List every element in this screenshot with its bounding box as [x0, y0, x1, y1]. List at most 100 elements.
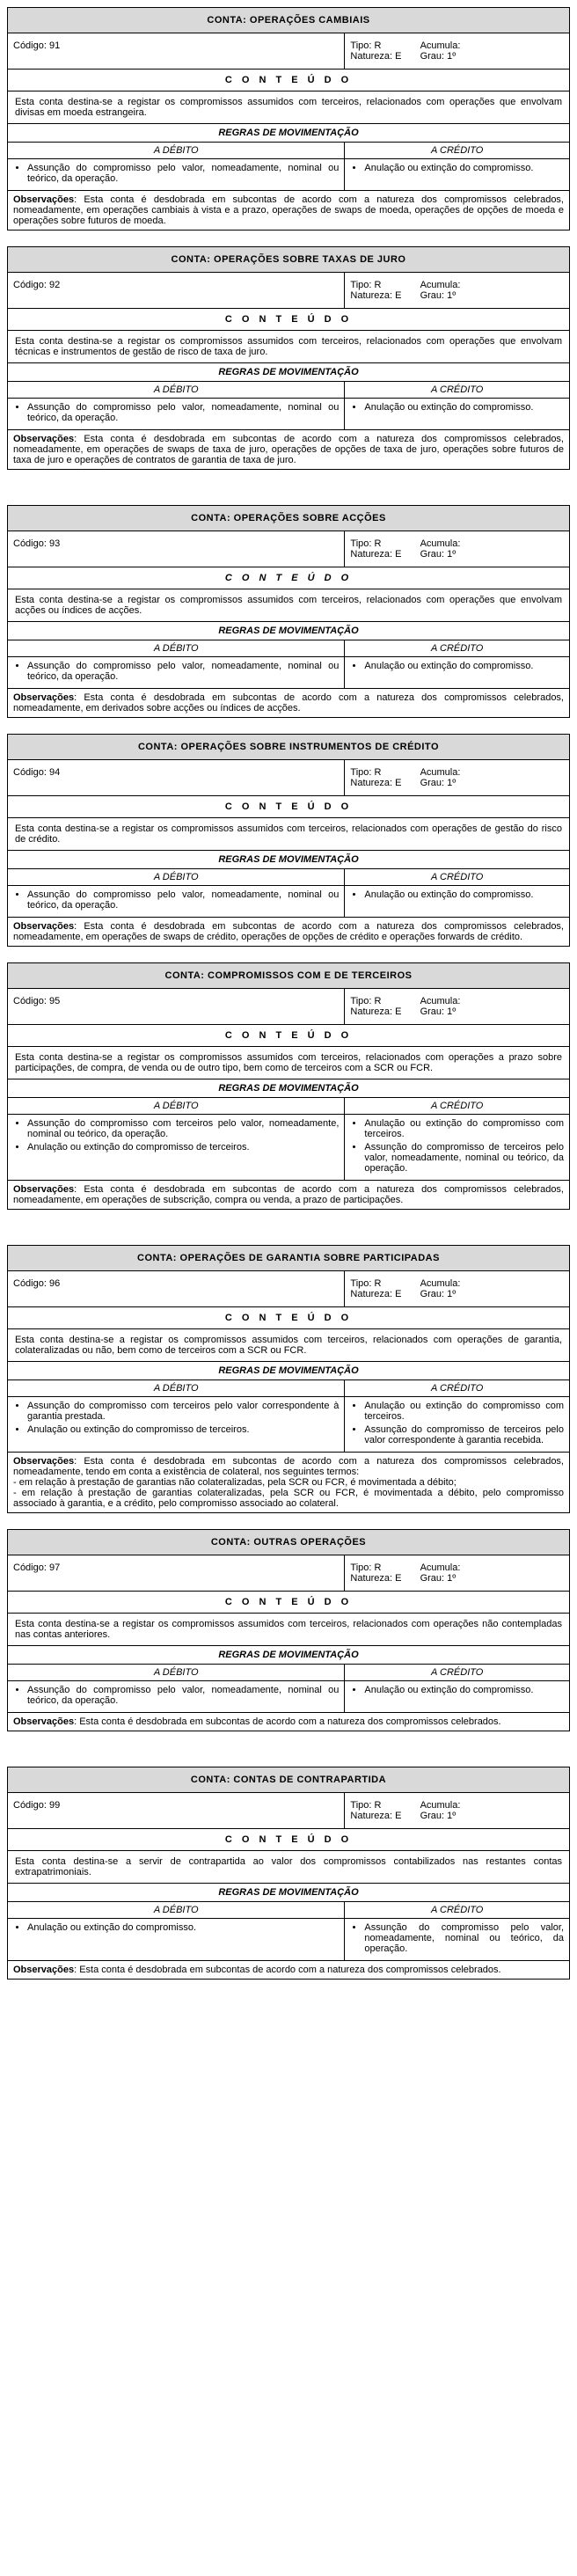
- debito-cell: Assunção do compromisso pelo valor, nome…: [8, 159, 345, 191]
- meta-cell: Tipo: R Acumula: Natureza: E Grau: 1º: [345, 273, 570, 309]
- account-title: CONTA: OPERAÇÕES SOBRE ACÇÕES: [8, 506, 570, 531]
- codigo-cell: Código: 93: [8, 531, 345, 567]
- bullet-item: Assunção do compromisso pelo valor, nome…: [27, 1685, 339, 1706]
- conteudo-header: C O N T E Ú D O: [8, 1025, 570, 1047]
- account-title: CONTA: OPERAÇÕES CAMBIAIS: [8, 8, 570, 33]
- credito-header: A CRÉDITO: [345, 869, 570, 886]
- account-title: CONTA: COMPROMISSOS COM E DE TERCEIROS: [8, 963, 570, 989]
- bullet-item: Assunção do compromisso com terceiros pe…: [27, 1401, 339, 1422]
- credito-cell: Assunção do compromisso pelo valor, nome…: [345, 1919, 570, 1961]
- observacoes-label: Observações: [13, 692, 74, 703]
- conteudo-header: C O N T E Ú D O: [8, 567, 570, 589]
- conteudo-header: C O N T E Ú D O: [8, 309, 570, 331]
- credito-header: A CRÉDITO: [345, 1098, 570, 1115]
- credito-header: A CRÉDITO: [345, 143, 570, 159]
- credito-cell: Anulação ou extinção do compromisso.: [345, 399, 570, 430]
- section-gap: [7, 231, 570, 246]
- bullet-item: Assunção do compromisso pelo valor, nome…: [27, 661, 339, 682]
- observacoes-cell: Observações: Esta conta é desdobrada em …: [8, 1181, 570, 1210]
- conteudo-header: C O N T E Ú D O: [8, 70, 570, 91]
- codigo-cell: Código: 94: [8, 760, 345, 796]
- bullet-item: Anulação ou extinção do compromisso.: [27, 1922, 339, 1933]
- bullet-item: Anulação ou extinção do compromisso.: [364, 402, 564, 413]
- account-title: CONTA: CONTAS DE CONTRAPARTIDA: [8, 1767, 570, 1793]
- account-description: Esta conta destina-se a registar os comp…: [8, 1047, 570, 1079]
- rules-header: REGRAS DE MOVIMENTAÇÃO: [8, 124, 570, 143]
- credito-cell: Anulação ou extinção do compromisso.: [345, 1681, 570, 1713]
- bullet-item: Anulação ou extinção do compromisso de t…: [27, 1424, 339, 1435]
- document-container: CONTA: OPERAÇÕES CAMBIAISCódigo: 91 Tipo:…: [7, 7, 570, 1980]
- account-description: Esta conta destina-se a registar os comp…: [8, 331, 570, 363]
- conteudo-header: C O N T E Ú D O: [8, 1592, 570, 1614]
- conteudo-header: C O N T E Ú D O: [8, 796, 570, 818]
- bullet-item: Anulação ou extinção do compromisso de t…: [27, 1142, 339, 1153]
- account-title: CONTA: OPERAÇÕES DE GARANTIA SOBRE PARTI…: [8, 1246, 570, 1271]
- debito-cell: Assunção do compromisso com terceiros pe…: [8, 1115, 345, 1181]
- credito-cell: Anulação ou extinção do compromisso.: [345, 159, 570, 191]
- observacoes-cell: Observações: Esta conta é desdobrada em …: [8, 1453, 570, 1513]
- section-gap: [7, 1731, 570, 1767]
- account-table: CONTA: OPERAÇÕES CAMBIAISCódigo: 91Tipo:…: [7, 7, 570, 231]
- credito-header: A CRÉDITO: [345, 1902, 570, 1919]
- section-gap: [7, 718, 570, 734]
- debito-cell: Assunção do compromisso pelo valor, nome…: [8, 886, 345, 918]
- observacoes-label: Observações: [13, 1184, 74, 1195]
- account-title: CONTA: OUTRAS OPERAÇÕES: [8, 1530, 570, 1555]
- bullet-item: Anulação ou extinção do compromisso.: [364, 1685, 564, 1695]
- debito-header: A DÉBITO: [8, 382, 345, 399]
- codigo-cell: Código: 95: [8, 989, 345, 1025]
- debito-header: A DÉBITO: [8, 640, 345, 657]
- account-table: CONTA: OPERAÇÕES SOBRE TAXAS DE JUROCódi…: [7, 246, 570, 470]
- account-table: CONTA: OPERAÇÕES DE GARANTIA SOBRE PARTI…: [7, 1245, 570, 1513]
- observacoes-cell: Observações: Esta conta é desdobrada em …: [8, 918, 570, 947]
- credito-header: A CRÉDITO: [345, 382, 570, 399]
- debito-header: A DÉBITO: [8, 1098, 345, 1115]
- observacoes-cell: Observações: Esta conta é desdobrada em …: [8, 430, 570, 470]
- bullet-item: Assunção do compromisso com terceiros pe…: [27, 1118, 339, 1139]
- rules-header: REGRAS DE MOVIMENTAÇÃO: [8, 1884, 570, 1902]
- rules-header: REGRAS DE MOVIMENTAÇÃO: [8, 1362, 570, 1380]
- bullet-item: Assunção do compromisso pelo valor, nome…: [364, 1922, 564, 1954]
- debito-cell: Assunção do compromisso pelo valor, nome…: [8, 399, 345, 430]
- bullet-item: Anulação ou extinção do compromisso.: [364, 163, 564, 173]
- account-description: Esta conta destina-se a registar os comp…: [8, 818, 570, 851]
- rules-header: REGRAS DE MOVIMENTAÇÃO: [8, 1646, 570, 1665]
- bullet-item: Anulação ou extinção do compromisso com …: [364, 1118, 564, 1139]
- observacoes-label: Observações: [13, 1965, 74, 1975]
- bullet-item: Assunção do compromisso de terceiros pel…: [364, 1424, 564, 1445]
- account-table: CONTA: OPERAÇÕES SOBRE ACÇÕESCódigo: 93T…: [7, 505, 570, 718]
- rules-header: REGRAS DE MOVIMENTAÇÃO: [8, 363, 570, 382]
- section-gap: [7, 1210, 570, 1245]
- meta-cell: Tipo: R Acumula: Natureza: E Grau: 1º: [345, 760, 570, 796]
- observacoes-cell: Observações: Esta conta é desdobrada em …: [8, 689, 570, 718]
- debito-header: A DÉBITO: [8, 869, 345, 886]
- meta-cell: Tipo: R Acumula: Natureza: E Grau: 1º: [345, 1271, 570, 1307]
- bullet-item: Assunção do compromisso pelo valor, nome…: [27, 402, 339, 423]
- credito-cell: Anulação ou extinção do compromisso com …: [345, 1397, 570, 1453]
- debito-header: A DÉBITO: [8, 1665, 345, 1681]
- account-table: CONTA: OPERAÇÕES SOBRE INSTRUMENTOS DE C…: [7, 734, 570, 947]
- codigo-cell: Código: 96: [8, 1271, 345, 1307]
- observacoes-label: Observações: [13, 1456, 74, 1467]
- account-description: Esta conta destina-se a registar os comp…: [8, 91, 570, 124]
- section-gap: [7, 470, 570, 505]
- meta-cell: Tipo: R Acumula: Natureza: E Grau: 1º: [345, 1793, 570, 1829]
- credito-cell: Anulação ou extinção do compromisso.: [345, 886, 570, 918]
- rules-header: REGRAS DE MOVIMENTAÇÃO: [8, 851, 570, 869]
- codigo-cell: Código: 91: [8, 33, 345, 70]
- meta-cell: Tipo: R Acumula: Natureza: E Grau: 1º: [345, 1555, 570, 1592]
- account-description: Esta conta destina-se a registar os comp…: [8, 589, 570, 622]
- account-table: CONTA: CONTAS DE CONTRAPARTIDACódigo: 99…: [7, 1767, 570, 1980]
- conteudo-header: C O N T E Ú D O: [8, 1307, 570, 1329]
- observacoes-label: Observações: [13, 434, 74, 444]
- debito-cell: Assunção do compromisso pelo valor, nome…: [8, 1681, 345, 1713]
- observacoes-cell: Observações: Esta conta é desdobrada em …: [8, 1713, 570, 1731]
- conteudo-header: C O N T E Ú D O: [8, 1829, 570, 1851]
- rules-header: REGRAS DE MOVIMENTAÇÃO: [8, 1079, 570, 1098]
- meta-cell: Tipo: R Acumula: Natureza: E Grau: 1º: [345, 531, 570, 567]
- debito-cell: Assunção do compromisso com terceiros pe…: [8, 1397, 345, 1453]
- account-title: CONTA: OPERAÇÕES SOBRE TAXAS DE JURO: [8, 247, 570, 273]
- account-description: Esta conta destina-se a servir de contra…: [8, 1851, 570, 1884]
- debito-header: A DÉBITO: [8, 1380, 345, 1397]
- observacoes-label: Observações: [13, 1716, 74, 1727]
